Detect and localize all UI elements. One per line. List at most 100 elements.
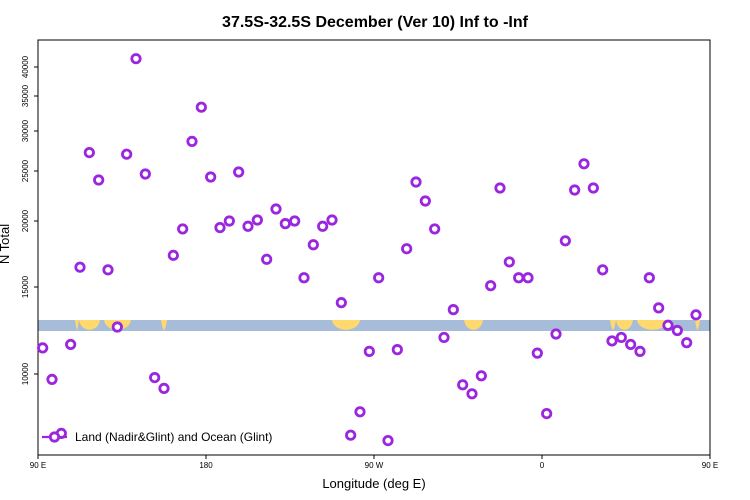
data-point	[317, 220, 329, 232]
data-point	[251, 214, 263, 226]
data-point	[438, 331, 450, 344]
data-point	[139, 168, 151, 180]
data-point	[289, 215, 301, 227]
data-point	[363, 345, 375, 357]
land-australia-west-repeat	[610, 320, 616, 330]
chart-title: 37.5S-32.5S December (Ver 10) Inf to -In…	[222, 14, 529, 31]
data-point	[335, 297, 347, 309]
data-point	[634, 345, 646, 357]
land-australia-main-repeat	[616, 320, 633, 330]
data-point	[354, 406, 366, 418]
x-tick-label: 180	[199, 461, 213, 470]
x-tick-label: 0	[540, 461, 545, 470]
data-point	[46, 373, 58, 385]
x-tick-label: 90 W	[365, 461, 384, 470]
data-point	[550, 328, 562, 340]
y-axis: 10000 15000 20000 25000 30000 35000 40000	[21, 55, 38, 385]
data-point	[587, 182, 599, 194]
data-point	[195, 101, 207, 113]
data-point	[625, 338, 637, 351]
data-point	[345, 429, 357, 441]
data-point	[186, 135, 198, 147]
data-point	[65, 338, 77, 351]
data-point	[242, 220, 254, 232]
data-point	[569, 184, 581, 196]
land-australia-main	[79, 320, 100, 330]
data-point	[37, 342, 49, 354]
data-point	[205, 171, 217, 183]
y-axis-label: N Total	[0, 224, 12, 264]
data-points	[37, 53, 702, 447]
land-australia-east-repeat	[637, 320, 668, 330]
land-south-africa	[464, 320, 483, 330]
data-point	[475, 370, 487, 382]
data-point	[578, 158, 590, 170]
data-point	[457, 379, 469, 391]
data-point	[559, 235, 571, 247]
y-tick-label: 25000	[21, 159, 30, 182]
data-point	[429, 223, 441, 235]
data-point	[615, 331, 627, 344]
data-point	[606, 335, 618, 347]
data-point	[214, 222, 226, 234]
data-point	[513, 272, 525, 284]
ocean-band	[38, 320, 710, 331]
data-point	[233, 166, 245, 178]
data-point	[494, 182, 506, 194]
legend: Land (Nadir&Glint) and Ocean (Glint)	[42, 430, 272, 444]
x-axis-label: Longitude (deg E)	[322, 476, 425, 491]
data-point	[447, 304, 459, 316]
y-tick-label: 20000	[21, 209, 30, 232]
data-point	[270, 203, 282, 215]
legend-marker	[48, 431, 61, 443]
y-tick-label: 15000	[21, 275, 30, 298]
y-tick-label: 10000	[21, 362, 30, 385]
data-point	[503, 256, 515, 268]
data-point	[410, 176, 422, 188]
data-point	[671, 324, 683, 337]
data-point	[662, 319, 674, 331]
y-tick-label: 30000	[21, 119, 30, 142]
data-point	[83, 147, 95, 159]
data-point	[690, 309, 702, 321]
data-point	[167, 249, 179, 261]
x-tick-label: 90 E	[30, 461, 46, 470]
data-point	[391, 344, 403, 356]
legend-label: Land (Nadir&Glint) and Ocean (Glint)	[75, 430, 272, 444]
data-point	[373, 272, 385, 284]
data-point	[158, 382, 170, 394]
land-south-america	[332, 320, 360, 330]
data-point	[597, 264, 609, 276]
data-point	[223, 215, 235, 227]
data-point	[298, 272, 310, 284]
data-point	[307, 239, 319, 251]
data-point	[149, 371, 161, 384]
data-point	[111, 321, 123, 333]
data-point	[130, 53, 142, 65]
land-ocean-strip	[38, 320, 710, 331]
data-point	[653, 302, 665, 314]
data-point	[102, 264, 114, 276]
plot-area: 90 E 180 90 W 0 90 E 10000 15000 20000 25000 300…	[21, 39, 718, 470]
data-point	[681, 337, 693, 349]
data-point	[541, 407, 553, 420]
x-tick-label: 90 E	[702, 461, 718, 470]
data-point	[485, 280, 497, 292]
data-point	[279, 218, 291, 230]
data-point	[382, 434, 394, 447]
data-point	[643, 272, 655, 284]
data-point	[419, 195, 431, 207]
data-point	[401, 243, 413, 255]
data-point	[74, 261, 86, 273]
data-point	[522, 272, 534, 284]
data-point	[93, 174, 105, 186]
data-point	[531, 347, 543, 359]
y-tick-label: 40000	[21, 55, 30, 78]
x-axis: 90 E 180 90 W 0 90 E	[30, 455, 718, 470]
data-point	[261, 253, 273, 265]
data-point	[466, 388, 478, 400]
data-point	[326, 214, 338, 226]
land-australia-west	[75, 320, 79, 330]
